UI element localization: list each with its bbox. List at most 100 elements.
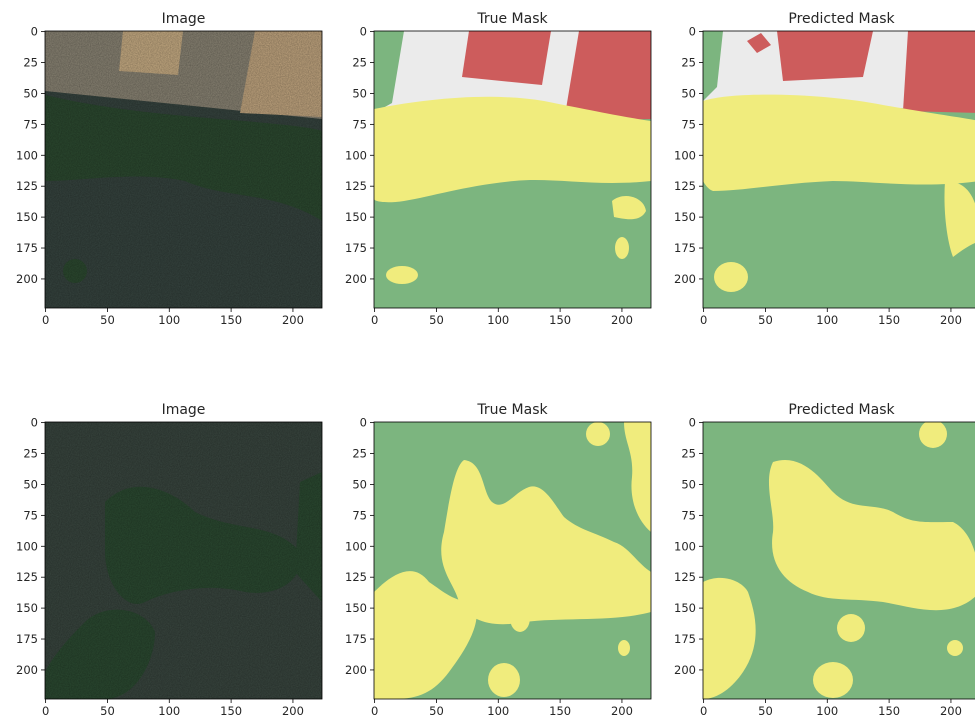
mask-vegetation-spot-2 — [615, 237, 629, 259]
panel-title: Predicted Mask — [788, 402, 895, 418]
x-tick-label: 0 — [700, 704, 707, 718]
y-tick-label: 100 — [674, 539, 696, 553]
x-tick-label: 50 — [758, 704, 773, 718]
x-tick-label: 50 — [429, 313, 444, 327]
photo-texture — [45, 31, 322, 308]
y-tick-label: 75 — [23, 508, 38, 522]
mask-vegetation-spot-2 — [488, 663, 520, 697]
x-tick-label: 150 — [878, 704, 900, 718]
x-tick-label: 50 — [100, 704, 115, 718]
y-tick-label: 0 — [31, 25, 38, 39]
x-tick-label: 100 — [487, 704, 509, 718]
y-tick-label: 75 — [352, 508, 367, 522]
y-tick-label: 0 — [360, 25, 367, 39]
x-tick-label: 150 — [878, 313, 900, 327]
y-tick-label: 125 — [345, 179, 367, 193]
panel-predicted-mask-1 — [702, 30, 975, 309]
mask-vegetation-spot-top — [586, 422, 610, 446]
mask-vegetation-spot-3 — [618, 640, 630, 656]
panel-true-mask-1 — [373, 30, 652, 309]
x-tick-label: 150 — [549, 313, 571, 327]
y-tick-label: 50 — [23, 86, 38, 100]
x-tick-label: 0 — [42, 313, 49, 327]
y-tick-label: 25 — [23, 56, 38, 70]
x-tick-label: 150 — [220, 704, 242, 718]
x-tick-label: 200 — [940, 313, 962, 327]
mask-vegetation-main — [769, 460, 975, 611]
x-tick-label: 100 — [158, 313, 180, 327]
y-tick-label: 25 — [352, 447, 367, 461]
panel-title: Image — [162, 402, 206, 418]
x-tick-label: 100 — [816, 313, 838, 327]
y-tick-label: 75 — [681, 117, 696, 131]
y-tick-label: 175 — [674, 241, 696, 255]
mask-building-right — [564, 31, 651, 121]
panel-image-2 — [44, 421, 323, 700]
x-tick-label: 50 — [429, 704, 444, 718]
y-tick-label: 50 — [681, 86, 696, 100]
y-tick-label: 200 — [16, 272, 38, 286]
y-tick-label: 100 — [16, 539, 38, 553]
x-tick-label: 100 — [816, 704, 838, 718]
mask-vegetation-spot-top — [919, 422, 947, 448]
y-tick-label: 0 — [689, 25, 696, 39]
y-tick-label: 50 — [352, 86, 367, 100]
x-tick-label: 0 — [371, 313, 378, 327]
x-tick-label: 200 — [282, 704, 304, 718]
y-tick-label: 175 — [16, 241, 38, 255]
x-tick-label: 0 — [700, 313, 707, 327]
photo-area — [45, 422, 322, 699]
x-tick-label: 50 — [758, 313, 773, 327]
mask-vegetation-band — [703, 94, 975, 191]
panel-frame — [702, 421, 975, 700]
mask-vegetation-spot-1 — [510, 604, 530, 632]
mask-vegetation-lower — [703, 577, 756, 699]
mask-vegetation-top-right — [624, 422, 651, 532]
y-tick-label: 25 — [23, 447, 38, 461]
y-tick-label: 200 — [16, 663, 38, 677]
mask-vegetation-spot-3 — [947, 640, 963, 656]
y-tick-label: 125 — [345, 570, 367, 584]
mask-area — [703, 422, 975, 699]
panel-title: Image — [162, 11, 206, 27]
x-tick-label: 150 — [220, 313, 242, 327]
mask-vegetation-band — [374, 96, 651, 203]
x-tick-label: 100 — [158, 704, 180, 718]
panel-true-mask-2 — [373, 421, 652, 700]
y-tick-label: 125 — [16, 179, 38, 193]
mask-building-right — [903, 31, 975, 113]
y-tick-label: 75 — [23, 117, 38, 131]
y-tick-label: 100 — [345, 148, 367, 162]
y-tick-label: 125 — [674, 179, 696, 193]
y-tick-label: 25 — [681, 56, 696, 70]
y-tick-label: 150 — [674, 601, 696, 615]
y-tick-label: 50 — [23, 477, 38, 491]
mask-area — [703, 31, 975, 308]
photo-texture — [45, 422, 322, 699]
y-tick-label: 75 — [352, 117, 367, 131]
x-tick-label: 150 — [549, 704, 571, 718]
y-tick-label: 200 — [674, 272, 696, 286]
y-tick-label: 25 — [352, 56, 367, 70]
panel-predicted-mask-2 — [702, 421, 975, 700]
photo-area — [45, 31, 322, 308]
mask-vegetation-spot-2 — [714, 262, 748, 292]
x-tick-label: 200 — [940, 704, 962, 718]
x-tick-label: 200 — [611, 313, 633, 327]
panel-frame — [373, 421, 652, 700]
mask-building-spot — [747, 33, 771, 53]
y-tick-label: 100 — [674, 148, 696, 162]
mask-vegetation-spot-1 — [612, 196, 646, 220]
panel-frame — [44, 30, 323, 309]
y-tick-label: 150 — [16, 210, 38, 224]
y-tick-label: 175 — [345, 632, 367, 646]
panel-image-1 — [44, 30, 323, 309]
panel-title: True Mask — [476, 402, 548, 418]
y-tick-label: 0 — [360, 416, 367, 430]
y-tick-label: 100 — [16, 148, 38, 162]
mask-area — [374, 31, 651, 308]
y-tick-label: 100 — [345, 539, 367, 553]
axis-annotations: Image 0 50 100 150 200 0 25 50 75 100 125 150 175 200 T… — [16, 11, 962, 718]
y-tick-label: 75 — [681, 508, 696, 522]
